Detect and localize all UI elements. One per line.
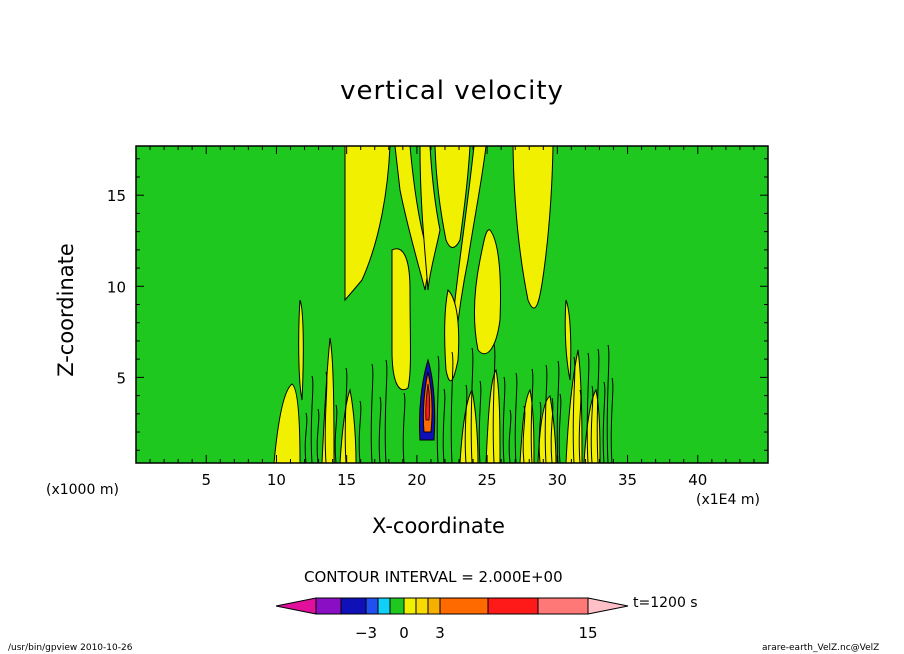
positive-region	[451, 145, 487, 341]
colorbar-tick-label: 0	[399, 624, 409, 642]
contour-line	[464, 384, 468, 464]
x-tick-label: 25	[478, 471, 497, 489]
positive-region	[512, 145, 554, 309]
positive-region	[273, 383, 301, 464]
colorbar-tick-label: 15	[578, 624, 597, 642]
contour-line	[310, 375, 314, 464]
colorbar-swatch	[389, 597, 405, 615]
contour-interval-label: CONTOUR INTERVAL = 2.000E+00	[304, 568, 563, 586]
colorbar-swatch	[427, 597, 441, 615]
contour-line	[442, 388, 446, 464]
contour-line	[602, 381, 606, 464]
time-label: t=1200 s	[633, 595, 698, 611]
contour-line	[324, 371, 328, 464]
colorbar-swatch	[439, 597, 489, 615]
colorbar: −3 0 3 15	[275, 597, 629, 642]
contour-line	[586, 352, 590, 464]
footer-left: /usr/bin/gpview 2010-10-26	[8, 643, 133, 653]
contour-line	[514, 372, 518, 464]
x-tick-label: 35	[618, 471, 637, 489]
x-axis-label: X-coordinate	[372, 514, 505, 538]
colorbar-swatch	[377, 597, 391, 615]
contour-line	[450, 351, 454, 464]
contour-line	[558, 393, 562, 464]
contour-line	[538, 401, 542, 464]
y-tick-label: 15	[107, 187, 126, 205]
positive-region	[344, 145, 391, 302]
contour-line	[610, 377, 614, 464]
x-tick-label: 20	[407, 471, 426, 489]
contour-line	[384, 359, 388, 464]
positive-region	[583, 388, 601, 464]
colorbar-swatch	[537, 597, 589, 615]
contour-line	[478, 380, 482, 464]
positive-region	[298, 299, 304, 401]
colorbar-swatch	[340, 597, 367, 615]
contour-line	[522, 405, 526, 464]
contour-line	[436, 355, 440, 464]
contour-line	[606, 344, 610, 464]
x-axis-unit-left: (x1000 m)	[46, 482, 119, 498]
positive-region	[564, 299, 572, 381]
positive-region	[434, 145, 471, 248]
x-tick-label: 40	[688, 471, 707, 489]
positive-region	[339, 388, 357, 464]
colorbar-lower-extension	[275, 597, 317, 615]
positive-region	[419, 145, 441, 291]
contour-line	[344, 367, 348, 464]
contour-line	[578, 389, 582, 464]
contour-line	[316, 408, 320, 464]
y-tick-label: 5	[116, 369, 126, 387]
contour-line	[544, 364, 548, 464]
contour-line	[596, 348, 600, 464]
contour-line	[508, 409, 512, 464]
x-tick-label: 5	[201, 471, 211, 489]
colorbar-tick-label: −3	[355, 624, 377, 642]
x-tick-label: 10	[267, 471, 286, 489]
contour-line	[572, 356, 576, 464]
chart-title: vertical velocity	[340, 76, 564, 106]
footer-right: arare-earth_VelZ.nc@VelZ	[762, 643, 880, 653]
contour-line	[358, 400, 362, 464]
colorbar-swatch	[365, 597, 379, 615]
contour-line	[590, 385, 594, 464]
contour-line	[550, 397, 554, 464]
contour-line	[370, 363, 374, 464]
contour-line	[304, 412, 308, 464]
y-tick-label: 10	[107, 278, 126, 296]
colorbar-tick-label: 3	[435, 624, 445, 642]
colorbar-swatch	[415, 597, 429, 615]
x-tick-label: 15	[337, 471, 356, 489]
colorbar-swatch	[403, 597, 417, 615]
axes: 5 10 15 20 25 30 35 40 5 10 15	[107, 145, 769, 489]
contour-line	[334, 404, 338, 464]
updraft-peak	[425, 383, 431, 421]
colorbar-swatch	[487, 597, 539, 615]
x-tick-label: 30	[548, 471, 567, 489]
contour-line	[378, 396, 382, 464]
colorbar-swatch	[315, 597, 342, 615]
contour-line	[556, 360, 560, 464]
contour-line	[402, 392, 406, 464]
colorbar-upper-extension	[587, 597, 629, 615]
contour-line	[530, 368, 534, 464]
contour-line	[470, 347, 474, 464]
plot-area	[136, 145, 768, 464]
contour-line	[502, 376, 506, 464]
positive-region	[473, 229, 501, 355]
contour-line	[492, 343, 496, 464]
positive-region	[391, 248, 411, 391]
x-axis-unit-right: (x1E4 m)	[696, 492, 760, 508]
